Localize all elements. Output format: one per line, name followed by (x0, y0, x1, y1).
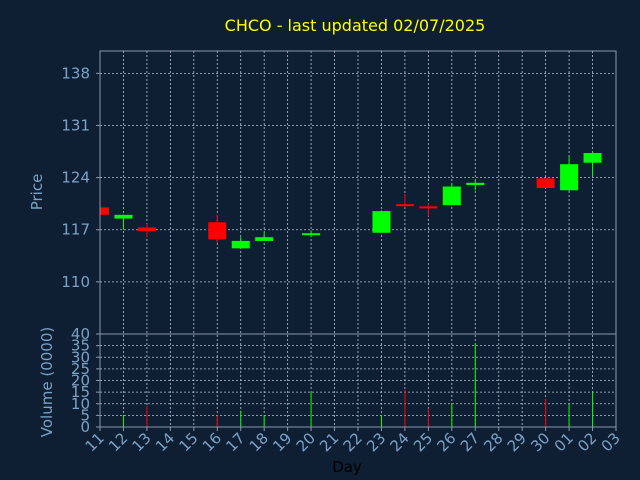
candle-23 (372, 210, 391, 233)
volume-panel-frame (99, 333, 617, 428)
x-tick-label: 17 (222, 429, 248, 455)
volume-tick-label: 0 (80, 418, 90, 436)
candle-body (466, 182, 485, 186)
x-tick-label: 13 (129, 429, 155, 455)
candle-body (302, 233, 321, 236)
volume-tick-label: 5 (80, 406, 90, 424)
candle-02 (583, 151, 602, 177)
x-tick-label: 26 (433, 429, 459, 455)
volume-tick-label: 35 (71, 337, 90, 355)
candle-body (208, 222, 227, 240)
x-tick-label: 28 (480, 429, 506, 455)
chart-title: CHCO - last updated 02/07/2025 (225, 16, 486, 35)
candle-20 (302, 230, 321, 238)
x-tick-label: 21 (316, 429, 342, 455)
candle-17 (231, 237, 250, 249)
price-tick-label: 131 (61, 116, 90, 134)
candle-12 (114, 214, 133, 230)
candle-13 (137, 223, 156, 238)
price-tick-label: 117 (61, 221, 90, 239)
x-tick-label: 24 (387, 429, 413, 455)
x-tick-label: 02 (574, 429, 600, 455)
price-axis-label: Price (28, 174, 46, 211)
x-tick-label: 15 (175, 429, 201, 455)
candle-body (419, 206, 438, 209)
candle-11 (99, 207, 109, 215)
candle-body (372, 211, 391, 233)
volume-tick-label: 40 (71, 325, 90, 343)
x-tick-label: 19 (269, 429, 295, 455)
x-tick-label: 14 (152, 429, 178, 455)
price-tick-label: 110 (61, 273, 90, 291)
x-axis-label: Day (332, 458, 362, 476)
candle-18 (255, 232, 274, 241)
x-tick-label: 18 (246, 429, 272, 455)
candle-body (442, 186, 461, 206)
candle-body (100, 207, 109, 215)
x-tick-label: 27 (457, 429, 483, 455)
candle-body (536, 178, 555, 189)
x-tick-label: 25 (410, 429, 436, 455)
candle-body (255, 237, 274, 241)
volume-tick-label: 20 (71, 372, 90, 390)
x-tick-label: 03 (598, 429, 624, 455)
x-tick-label: 16 (199, 429, 225, 455)
candle-body (114, 214, 133, 219)
candle-26 (442, 184, 461, 206)
candle-24 (395, 193, 414, 208)
volume-axis-label: Volume (0000) (38, 327, 56, 437)
x-tick-label: 01 (551, 429, 577, 455)
x-tick-label: 30 (527, 429, 553, 455)
price-y-ticks: 110 117 124 131 138 (61, 64, 100, 291)
volume-bars (122, 343, 594, 427)
x-tick-label: 20 (293, 429, 319, 455)
x-tick-label: 23 (363, 429, 389, 455)
x-tick-label: 12 (105, 429, 131, 455)
candle-27 (466, 180, 485, 191)
volume-tick-label: 30 (71, 348, 90, 366)
candle-16 (208, 214, 227, 244)
volume-tick-label: 15 (71, 383, 90, 401)
price-tick-label: 138 (61, 64, 90, 82)
candle-body (583, 153, 602, 163)
x-ticks: 1112131415161718192021222324252627282930… (82, 427, 624, 455)
candle-01 (560, 156, 579, 192)
price-tick-label: 124 (61, 169, 90, 187)
candle-body (231, 240, 250, 249)
candle-body (137, 227, 156, 232)
candle-30 (536, 178, 555, 189)
candle-body (395, 204, 414, 207)
x-tick-label: 29 (504, 429, 530, 455)
candle-25 (419, 202, 438, 217)
grid (99, 51, 617, 428)
volume-tick-label: 25 (71, 360, 90, 378)
volume-tick-label: 10 (71, 395, 90, 413)
candle-body (560, 164, 579, 191)
candles (99, 151, 602, 249)
x-tick-label: 22 (340, 429, 366, 455)
